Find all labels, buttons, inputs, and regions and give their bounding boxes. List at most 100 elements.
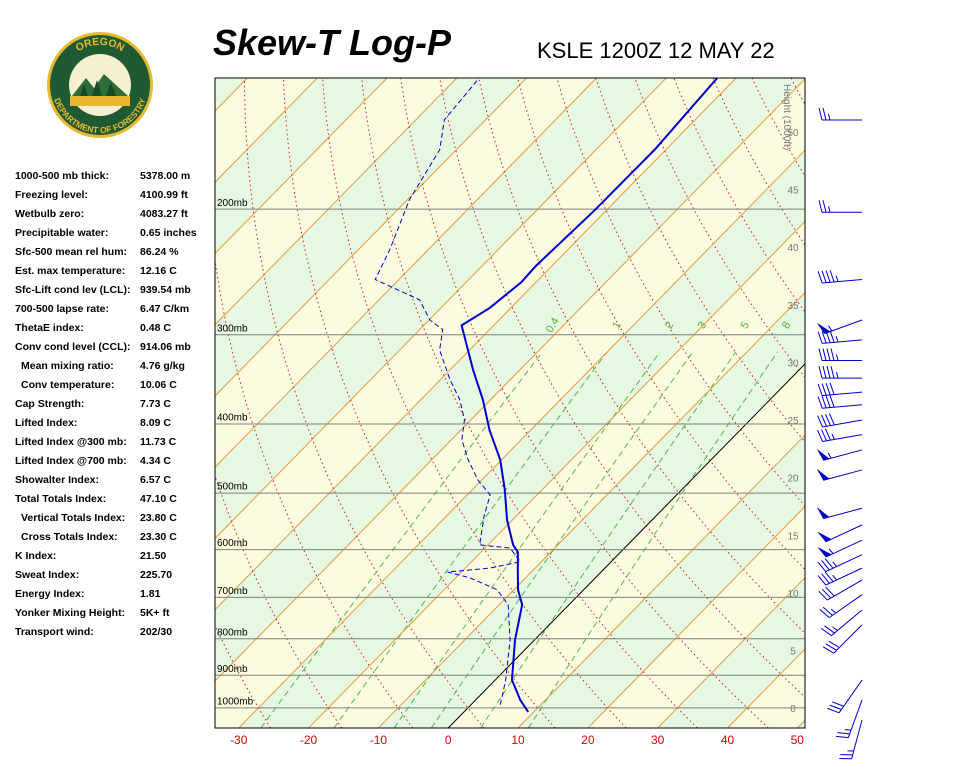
pressure-label: 300mb xyxy=(217,323,248,334)
index-value: 5K+ ft xyxy=(140,607,170,619)
logo-text: OREGON xyxy=(74,36,127,54)
mixing-ratio-line xyxy=(480,351,737,728)
index-label: Lifted Index @300 mb: xyxy=(15,436,127,448)
index-label: Lifted Index: xyxy=(15,417,77,429)
mixing-ratio-line xyxy=(393,351,661,728)
pressure-label: 700mb xyxy=(217,586,248,597)
isotherm xyxy=(657,576,805,728)
plot-frame xyxy=(214,77,806,729)
logo-trees xyxy=(80,80,116,96)
wind-barb xyxy=(821,609,863,637)
isotherm xyxy=(215,78,805,682)
pressure-label: 800mb xyxy=(217,627,248,638)
height-tick-label: 5 xyxy=(790,647,796,658)
index-value: 225.70 xyxy=(140,569,172,581)
x-tick-label: 0 xyxy=(445,733,452,747)
index-label: Sfc-Lift cond lev (LCL): xyxy=(15,284,131,296)
height-tick-label: 30 xyxy=(787,358,799,369)
mixing-ratio-line xyxy=(430,351,694,728)
dry-adiabat xyxy=(439,78,805,698)
index-label: 700-500 lapse rate: xyxy=(15,303,109,315)
index-value: 5378.00 m xyxy=(140,170,190,182)
index-value: 10.06 C xyxy=(140,379,177,391)
height-tick-label: 20 xyxy=(787,474,799,485)
index-value: 47.10 C xyxy=(140,493,177,505)
wind-barb xyxy=(825,539,863,558)
dewpoint-line xyxy=(374,78,522,705)
mixing-ratio-label: 3 xyxy=(696,320,709,331)
index-label: Est. max temperature: xyxy=(15,265,125,277)
wind-barb xyxy=(817,330,863,344)
index-label: Conv cond level (CCL): xyxy=(15,341,131,353)
mixing-ratio-label: 2 xyxy=(663,320,676,331)
dry-adiabat xyxy=(478,78,805,634)
pressure-label: 900mb xyxy=(217,664,248,675)
wind-barb xyxy=(818,348,862,362)
index-value: 0.48 C xyxy=(140,322,171,334)
index-label: Cross Totals Index: xyxy=(21,531,118,543)
dry-adiabat xyxy=(215,474,343,728)
mixing-ratio-line xyxy=(528,351,778,728)
index-value: 86.24 % xyxy=(140,246,179,258)
dry-adiabat xyxy=(790,78,805,106)
wind-barb xyxy=(818,579,863,601)
wind-barb xyxy=(823,507,863,520)
indices-table: 1000-500 mb thick: 5378.00 m Freezing leve… xyxy=(15,170,197,638)
plot-data xyxy=(374,78,718,713)
temperature-band xyxy=(867,78,960,728)
index-label: Showalter Index: xyxy=(15,474,99,486)
index-label: Freezing level: xyxy=(15,189,88,201)
isotherm xyxy=(215,78,527,397)
wind-barb xyxy=(817,428,863,443)
isotherm xyxy=(517,434,805,728)
isotherm xyxy=(447,363,805,728)
logo-top-text: OREGON xyxy=(74,36,127,54)
dry-adiabat xyxy=(830,78,960,728)
mixing-ratio-label: 5 xyxy=(739,320,752,331)
x-tick-label: 50 xyxy=(791,733,805,747)
height-tick-label: 45 xyxy=(787,186,799,197)
wind-barb xyxy=(835,699,863,739)
index-value: 12.16 C xyxy=(140,265,177,277)
isotherm xyxy=(238,149,805,728)
wind-barbs xyxy=(817,107,863,760)
dry-adiabat xyxy=(712,78,805,246)
isotherm xyxy=(215,78,458,326)
dry-adiabat xyxy=(869,78,960,728)
isotherm xyxy=(796,719,805,728)
index-value: 11.73 C xyxy=(140,436,177,448)
index-label: Energy Index: xyxy=(15,588,84,600)
wind-barb xyxy=(839,719,863,760)
mixing-ratio-label: 8 xyxy=(780,320,793,331)
axes: -30 -20 -10 0 10 20 30 40 501000mb900mb800mb700m… xyxy=(214,77,806,747)
index-label: Lifted Index @700 mb: xyxy=(15,455,127,467)
index-label: Vertical Totals Index: xyxy=(21,512,125,524)
isotherm xyxy=(215,78,388,255)
pressure-label: 200mb xyxy=(217,198,248,209)
height-tick-label: 50 xyxy=(787,128,799,139)
mixing-ratio-label: 1 xyxy=(610,320,623,331)
index-label: Transport wind: xyxy=(15,626,94,638)
index-value: 6.57 C xyxy=(140,474,171,486)
height-tick-label: 25 xyxy=(787,416,799,427)
wind-barb xyxy=(817,270,863,284)
wind-barb xyxy=(818,365,862,379)
pressure-label: 600mb xyxy=(217,538,248,549)
wind-barb xyxy=(823,469,863,481)
wind-pennant xyxy=(817,449,830,461)
temperature-band xyxy=(797,720,805,728)
wind-pennant xyxy=(817,547,832,558)
index-value: 0.65 inches xyxy=(140,227,197,239)
wind-pennant xyxy=(817,323,831,334)
height-tick-label: 15 xyxy=(787,531,799,542)
wind-barb xyxy=(827,679,863,714)
index-value: 23.30 C xyxy=(140,531,177,543)
index-value: 6.47 C/km xyxy=(140,303,189,315)
index-value: 202/30 xyxy=(140,626,172,638)
mixing-ratio-line xyxy=(333,351,608,728)
index-label: Precipitable water: xyxy=(15,227,108,239)
temperature-band xyxy=(215,78,805,728)
height-tick-label: 0 xyxy=(790,704,796,715)
wind-barb xyxy=(825,524,863,543)
isotherm xyxy=(215,78,597,468)
